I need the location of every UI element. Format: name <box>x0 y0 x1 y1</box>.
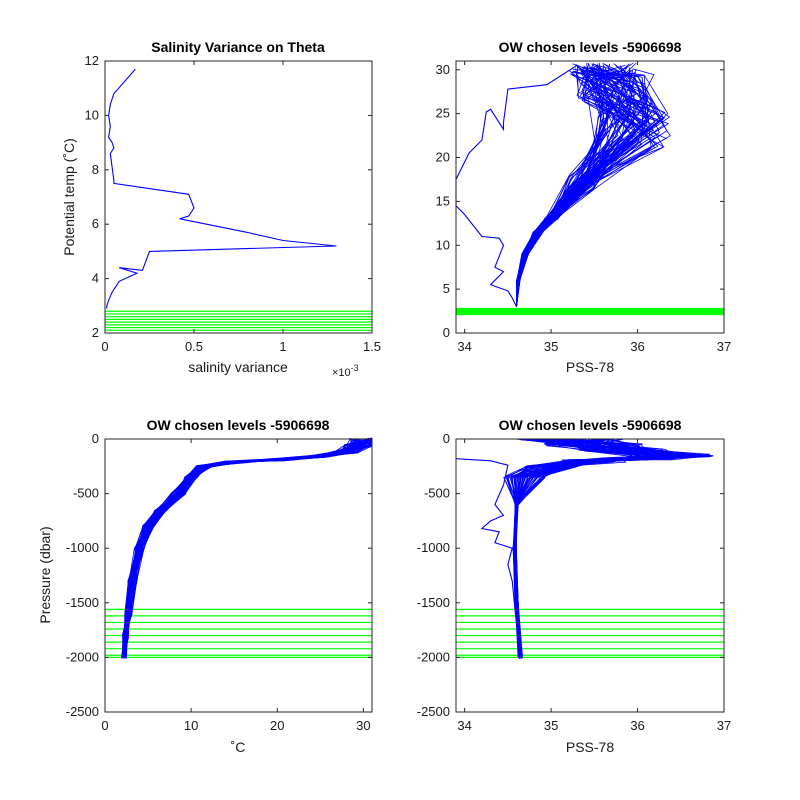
x-tick-label: 34 <box>457 339 471 354</box>
x-tick-label: 1 <box>279 339 286 354</box>
panel-title: OW chosen levels -5906698 <box>499 39 682 55</box>
y-tick-label: -2000 <box>417 649 450 664</box>
tick-layer: 34 35 36 37 0 5 10 15 20 25 30 <box>436 61 731 354</box>
ensemble-profile <box>516 72 652 307</box>
x-tick-label: 35 <box>544 339 558 354</box>
series-line <box>106 68 337 309</box>
ensemble-profile <box>124 439 371 659</box>
y-tick-label: -500 <box>424 486 450 501</box>
reference-lines <box>456 608 724 659</box>
reference-lines <box>105 310 372 331</box>
panel-pressure-temperature: OW chosen levels -5906698 0 10 20 30 -2500 -2… <box>37 417 373 755</box>
series-line <box>123 438 369 658</box>
y-tick-label: 0 <box>92 431 99 446</box>
series-layer <box>455 438 673 658</box>
y-axis-label: Potential temp (˚C) <box>61 138 77 255</box>
x-tick-label: 36 <box>630 339 644 354</box>
y-tick-label: -1000 <box>417 540 450 555</box>
x-tick-label: 37 <box>717 718 731 733</box>
x-tick-label: 0 <box>101 718 108 733</box>
y-tick-label: -2000 <box>66 649 99 664</box>
series-layer <box>123 438 369 658</box>
axes-box <box>104 438 373 713</box>
x-tick-label: 36 <box>630 718 644 733</box>
y-tick-label: 15 <box>436 193 450 208</box>
x-tick-label: 37 <box>717 339 731 354</box>
x-tick-label: 30 <box>356 718 370 733</box>
panel-salinity-variance: Salinity Variance on Theta 0 0.5 1 1.5 2 4 6 8 1… <box>61 39 381 379</box>
ensemble-profile <box>516 73 626 307</box>
tick-layer: 34 35 36 37 -2500 -2000 -1500 -1000 -500 0 <box>417 431 731 733</box>
y-axis-label: Pressure (dbar) <box>37 526 53 623</box>
y-tick-label: -2500 <box>417 704 450 719</box>
x-axis-label: PSS-78 <box>566 359 614 375</box>
series-layer <box>106 68 337 309</box>
reference-lines <box>456 307 724 316</box>
y-tick-label: 25 <box>436 106 450 121</box>
ensemble-profile <box>124 439 366 658</box>
x-tick-label: 34 <box>457 718 471 733</box>
series-line <box>455 458 519 658</box>
tick-layer: 0 10 20 30 -2500 -2000 -1500 -1000 -500 0 <box>66 431 372 733</box>
x-axis-label: PSS-78 <box>566 739 614 755</box>
axes-box <box>104 60 373 334</box>
y-tick-label: -500 <box>73 486 99 501</box>
y-tick-label: -2500 <box>66 704 99 719</box>
y-tick-label: -1000 <box>66 540 99 555</box>
y-tick-label: 5 <box>443 281 450 296</box>
x-axis-label: salinity variance <box>188 359 288 375</box>
y-tick-label: 6 <box>92 216 99 231</box>
y-tick-label: 2 <box>92 325 99 340</box>
ensemble-profile <box>516 63 632 307</box>
ensemble-profile <box>516 66 657 307</box>
y-tick-label: 12 <box>85 53 99 68</box>
panel-title: OW chosen levels -5906698 <box>499 417 682 433</box>
y-tick-label: 8 <box>92 162 99 177</box>
x-tick-label: 0.5 <box>185 339 203 354</box>
ensemble-profile <box>515 438 640 657</box>
x-tick-label: 35 <box>544 718 558 733</box>
x-axis-label: ˚C <box>231 739 246 755</box>
tick-layer: 0 0.5 1 1.5 2 4 6 8 10 12 <box>85 53 382 354</box>
axes-box <box>455 438 725 713</box>
reference-lines <box>105 608 372 659</box>
x-tick-label: 0 <box>101 339 108 354</box>
x-tick-label: 10 <box>184 718 198 733</box>
y-tick-label: 30 <box>436 62 450 77</box>
x-tick-label: 20 <box>270 718 284 733</box>
y-tick-label: 4 <box>92 271 99 286</box>
series-line <box>514 438 673 658</box>
y-tick-label: 0 <box>443 431 450 446</box>
x-exponent-label: ×10-3 <box>332 363 359 379</box>
axes-box <box>455 60 725 334</box>
y-tick-label: 10 <box>85 107 99 122</box>
panel-title: OW chosen levels -5906698 <box>147 417 330 433</box>
ensemble-profile <box>122 438 373 659</box>
panel-theta-salinity: OW chosen levels -5906698 34 35 36 37 0 5 10 15… <box>436 39 732 375</box>
y-tick-label: 0 <box>443 325 450 340</box>
y-tick-label: 20 <box>436 150 450 165</box>
panel-pressure-salinity: OW chosen levels -5906698 34 35 36 37 -2500 -… <box>417 417 731 755</box>
profile-ensemble <box>516 62 671 307</box>
y-tick-label: 10 <box>436 237 450 252</box>
y-tick-label: -1500 <box>66 595 99 610</box>
x-tick-label: 1.5 <box>363 339 381 354</box>
panel-title: Salinity Variance on Theta <box>151 39 325 55</box>
y-tick-label: -1500 <box>417 595 450 610</box>
ensemble-profile <box>512 439 710 657</box>
